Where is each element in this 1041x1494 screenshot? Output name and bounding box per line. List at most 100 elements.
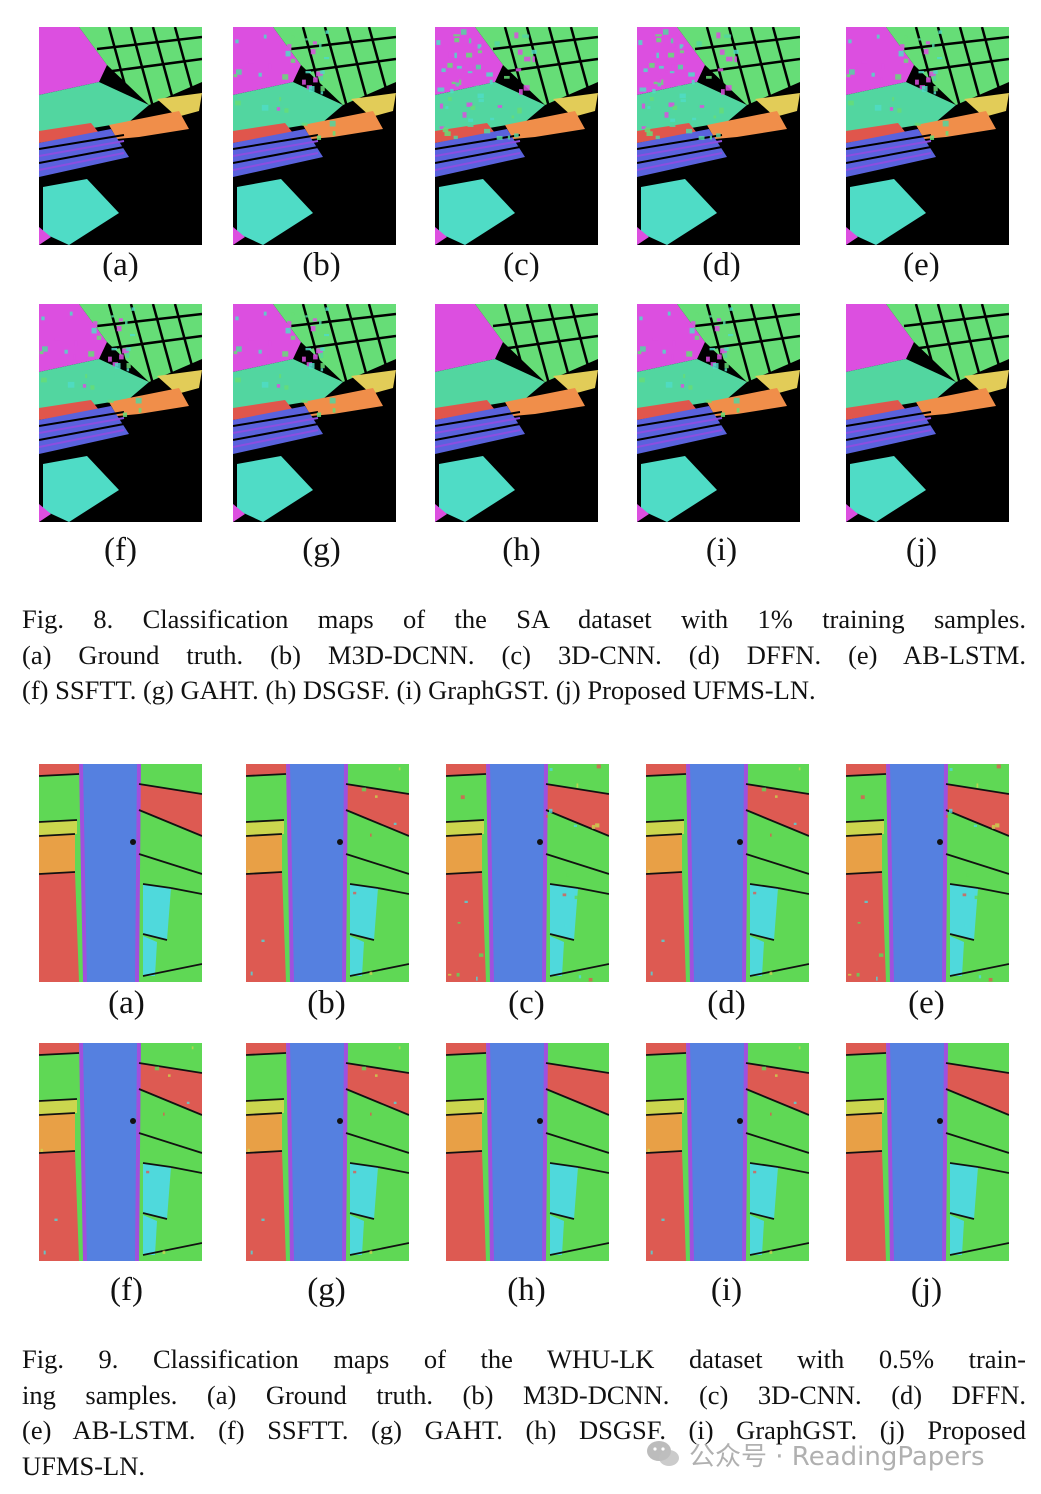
sa-noise-speck [52,370,58,373]
sa-noise-speck [942,120,949,127]
sa-stripe [435,140,521,157]
fig9-caption-line-4: UFMS-LN. [22,1450,145,1481]
sa-noise-speck [895,74,902,80]
sa-region-magenta-small [435,504,447,522]
sa-noise-speck [706,75,712,79]
sa-noise-speck [917,100,923,104]
whu-field-border [945,1132,1009,1154]
sa-noise-speck [460,29,467,35]
fig8-map-i-svg [637,304,800,522]
whu-noise-speck [353,891,357,895]
sa-noise-speck [680,384,685,388]
sa-noise-speck [670,118,676,122]
whu-noise-speck [43,1250,46,1255]
sa-grid-line [96,312,202,328]
sa-noise-speck [708,377,714,381]
whu-field-red-right [346,784,409,836]
sa-noise-speck [454,38,460,43]
whu-bank-left [686,1043,694,1261]
sa-region-yellow [157,93,202,117]
sa-region-orange [707,111,787,139]
whu-field-cyan [750,1163,778,1219]
whu-field-border [142,1162,172,1168]
fig8-label-i: (i) [705,532,738,568]
fig9-label-j: (j) [910,1272,943,1308]
whu-noise-speck [650,971,653,976]
sa-noise-speck [498,96,501,99]
sa-noise-speck [276,107,281,111]
sa-noise-speck [138,408,142,413]
sa-noise-speck [736,408,740,413]
whu-field-orange [446,834,482,874]
sa-grid-line [345,304,371,385]
sa-noise-speck [733,109,737,113]
sa-noise-speck [700,96,703,99]
whu-noise-speck [564,924,568,927]
sa-grid-line [958,304,984,385]
whu-noise-speck [647,869,650,873]
sa-noise-speck [126,347,131,351]
whu-field-cyan [143,884,171,940]
whu-noise-speck [793,822,797,825]
whu-noise-speck [370,1112,372,1116]
whu-river [688,1043,746,1261]
fig8-map-e-svg [846,27,1009,245]
fig9-map-i [646,1043,809,1261]
sa-noise-speck [258,349,262,354]
fig8-map-e [846,27,1009,245]
whu-noise-speck [69,1059,73,1062]
sa-noise-speck [647,106,651,109]
whu-field-yellow [446,820,484,836]
whu-noise-speck [369,1250,373,1254]
fig8-map-g [233,304,396,522]
sa-noise-speck [97,312,101,316]
whu-field-border [246,1150,283,1154]
whu-field-border [846,819,885,823]
whu-noise-speck [848,973,852,976]
whu-field-border [945,853,1009,875]
sa-noise-speck [301,122,308,126]
whu-noise-speck [647,1148,650,1152]
sa-noise-speck [515,39,520,43]
whu-noise-speck [369,971,373,975]
whu-dark-spot [937,1118,943,1124]
sa-noise-speck [444,131,451,136]
sa-stripe [233,429,319,448]
sa-noise-speck [689,327,695,334]
sa-noise-speck [716,318,721,322]
sa-grid-line [298,57,396,74]
sa-noise-speck [316,135,322,140]
sa-noise-speck [445,106,449,109]
whu-field-yellow [846,1099,884,1115]
sa-noise-speck [313,77,318,83]
sa-noise-speck [670,38,674,44]
sa-noise-speck [725,85,732,91]
sa-grid-line [345,27,371,108]
whu-field-cyan [550,1163,578,1219]
sa-stripe [846,423,932,441]
sa-noise-speck [116,325,122,332]
sa-region-cyan [641,456,717,522]
sa-noise-speck [713,115,717,119]
sa-noise-speck [637,351,642,355]
sa-noise-speck [653,107,658,111]
sa-noise-speck [720,412,726,417]
whu-field-red-top [446,1043,486,1055]
sa-noise-speck [332,131,336,136]
whu-noise-speck [40,1148,43,1152]
sa-noise-speck [643,68,648,73]
sa-noise-speck [275,369,280,374]
sa-noise-speck [517,107,522,114]
sa-noise-speck [282,351,289,357]
sa-noise-speck [691,79,695,85]
sa-region-red [39,400,99,420]
sa-noise-speck [130,333,136,337]
whu-dark-spot [737,839,743,845]
sa-noise-speck [320,91,324,95]
sa-noise-speck [329,397,336,404]
fig8-map-a [39,27,202,245]
sa-noise-speck [649,62,655,68]
sa-region-magenta [435,27,503,95]
sa-noise-speck [108,356,112,362]
sa-grid-line [298,334,396,351]
